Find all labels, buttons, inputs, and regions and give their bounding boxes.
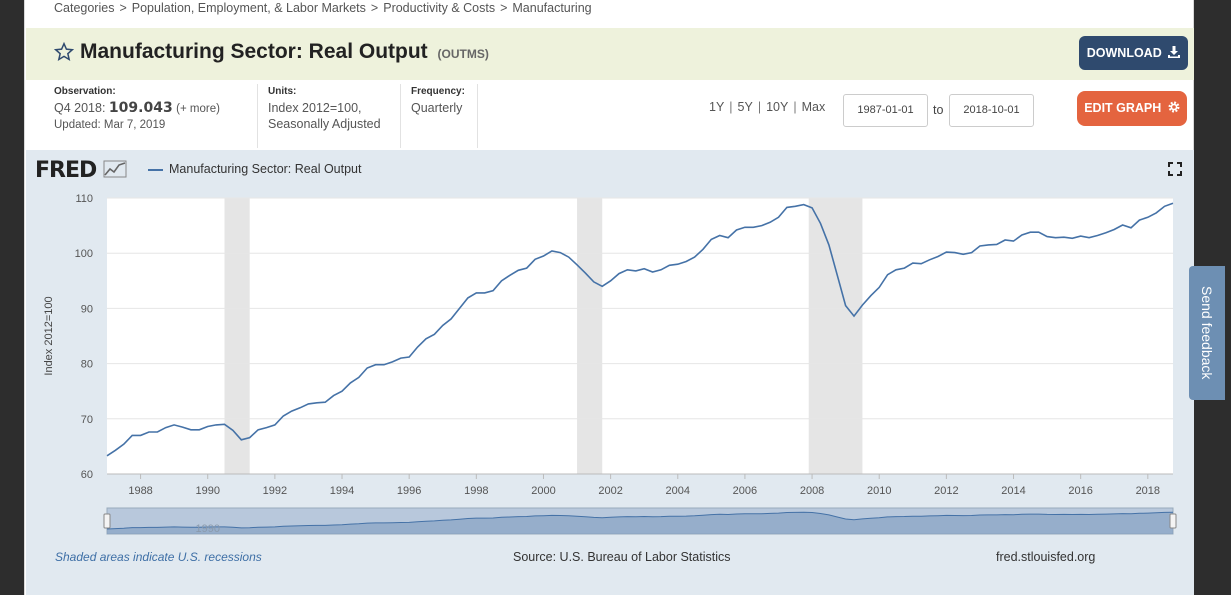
navigator-handle[interactable] [1169, 513, 1177, 529]
download-icon [1168, 46, 1181, 58]
units-value: Index 2012=100, Seasonally Adjusted [268, 101, 381, 131]
frequency-block: Frequency: Quarterly [411, 86, 465, 116]
page-title: Manufacturing Sector: Real Output (OUTMS… [80, 40, 489, 64]
x-tick-label: 2004 [666, 485, 690, 497]
y-tick-label: 110 [75, 193, 93, 205]
chart-svg: 60 70 80 90 100 110 1988 1990 1992 1994 1996 1998 20… [43, 193, 1177, 535]
y-tick-label: 100 [75, 248, 93, 260]
observation-period: Q4 2018: [54, 101, 106, 115]
end-date-input[interactable]: 2018-10-01 [949, 94, 1034, 127]
x-tick-label: 2014 [1001, 485, 1025, 497]
edit-graph-label: EDIT GRAPH [1084, 101, 1162, 115]
more-link[interactable]: (+ more) [176, 103, 220, 115]
send-feedback-tab[interactable]: Send feedback [1189, 266, 1225, 400]
breadcrumb-separator: > [119, 1, 127, 15]
range-separator: | [729, 100, 733, 114]
graph-area: FRED Manufacturing Sector: Real Output 6… [26, 150, 1194, 595]
fred-logo-text: FRED [35, 158, 97, 183]
divider [400, 84, 401, 148]
units-block: Units: Index 2012=100, Seasonally Adjust… [268, 86, 398, 132]
x-tick-label: 1998 [464, 485, 488, 497]
y-tick-label: 80 [81, 359, 93, 371]
breadcrumb-link-manufacturing[interactable]: Manufacturing [512, 1, 592, 15]
x-tick-label: 1990 [195, 485, 219, 497]
x-tick-label: 2002 [598, 485, 622, 497]
fred-chart-icon [103, 160, 127, 178]
divider [477, 84, 478, 148]
date-to-label: to [933, 103, 944, 117]
breadcrumb-separator: > [370, 1, 379, 15]
fred-logo: FRED [35, 158, 127, 183]
page-container: Categories > Population, Employment, & Lab… [24, 0, 1194, 595]
observation-value: 109.043 [108, 100, 173, 116]
breadcrumb-link-categories[interactable]: Categories [54, 1, 115, 15]
y-tick-label: 70 [81, 414, 93, 426]
recession-band [577, 198, 603, 474]
gear-icon [1168, 101, 1180, 113]
star-icon[interactable] [54, 42, 74, 62]
breadcrumb-separator: > [500, 1, 508, 15]
navigator-handle[interactable] [103, 513, 111, 529]
series-code: (OUTMS) [437, 47, 489, 61]
source-text: Source: U.S. Bureau of Labor Statistics [513, 550, 731, 564]
frequency-label: Frequency: [411, 86, 465, 97]
x-tick-label: 1994 [330, 485, 354, 497]
observation-block: Observation: Q4 2018: 109.043 (+ more) U… [54, 86, 220, 131]
frequency-value: Quarterly [411, 101, 463, 115]
fullscreen-icon[interactable] [1168, 162, 1182, 176]
breadcrumb-link-productivity[interactable]: Productivity & Costs [383, 1, 496, 15]
range-separator: | [793, 100, 797, 114]
x-tick-label: 2006 [733, 485, 757, 497]
download-button[interactable]: DOWNLOAD [1079, 36, 1188, 70]
x-tick-label: 1996 [397, 485, 421, 497]
legend-swatch [148, 169, 163, 171]
units-label: Units: [268, 86, 297, 97]
edit-graph-button[interactable]: EDIT GRAPH [1077, 91, 1187, 126]
series-line [106, 202, 1174, 457]
y-tick-label: 90 [81, 303, 93, 315]
x-tick-label: 2018 [1136, 485, 1160, 497]
y-tick-label: 60 [81, 469, 93, 481]
updated-date: Updated: Mar 7, 2019 [54, 119, 166, 131]
range-10y[interactable]: 10Y [766, 100, 789, 114]
plot-background [107, 198, 1173, 474]
series-title: Manufacturing Sector: Real Output [80, 40, 428, 63]
x-tick-label: 2012 [934, 485, 958, 497]
range-separator: | [757, 100, 762, 114]
chart-plot: 60 70 80 90 100 110 1988 1990 1992 1994 1996 1998 20… [43, 193, 1177, 535]
range-1y[interactable]: 1Y [709, 100, 725, 114]
observation-label: Observation: [54, 86, 116, 97]
breadcrumb: Categories > Population, Employment, & Lab… [54, 0, 592, 20]
site-url: fred.stlouisfed.org [996, 550, 1096, 564]
breadcrumb-link-population[interactable]: Population, Employment, & Labor Markets [131, 1, 366, 15]
navigator-line [106, 511, 1174, 530]
y-axis-label: Index 2012=100 [43, 296, 55, 375]
navigator-area [107, 512, 1173, 534]
range-selector: 1Y | 5Y | 10Y | Max [709, 100, 825, 114]
start-date-input[interactable]: 1987-01-01 [843, 94, 928, 127]
recession-note[interactable]: Shaded areas indicate U.S. recessions [55, 550, 262, 564]
x-tick-label: 1992 [263, 485, 287, 497]
navigator-label: 1990 [195, 523, 219, 535]
download-label: DOWNLOAD [1086, 46, 1162, 60]
divider [257, 84, 258, 148]
x-tick-label: 2016 [1068, 485, 1092, 497]
legend-label: Manufacturing Sector: Real Output [169, 162, 362, 176]
recession-band [224, 198, 250, 474]
recession-band [808, 198, 863, 474]
range-5y[interactable]: 5Y [737, 100, 753, 114]
x-tick-label: 2008 [800, 485, 824, 497]
x-tick-label: 1988 [128, 485, 152, 497]
range-max[interactable]: Max [801, 100, 826, 114]
x-tick-label: 2000 [531, 485, 555, 497]
title-bar: Manufacturing Sector: Real Output (OUTMS… [26, 28, 1194, 80]
x-tick-label: 2010 [867, 485, 891, 497]
